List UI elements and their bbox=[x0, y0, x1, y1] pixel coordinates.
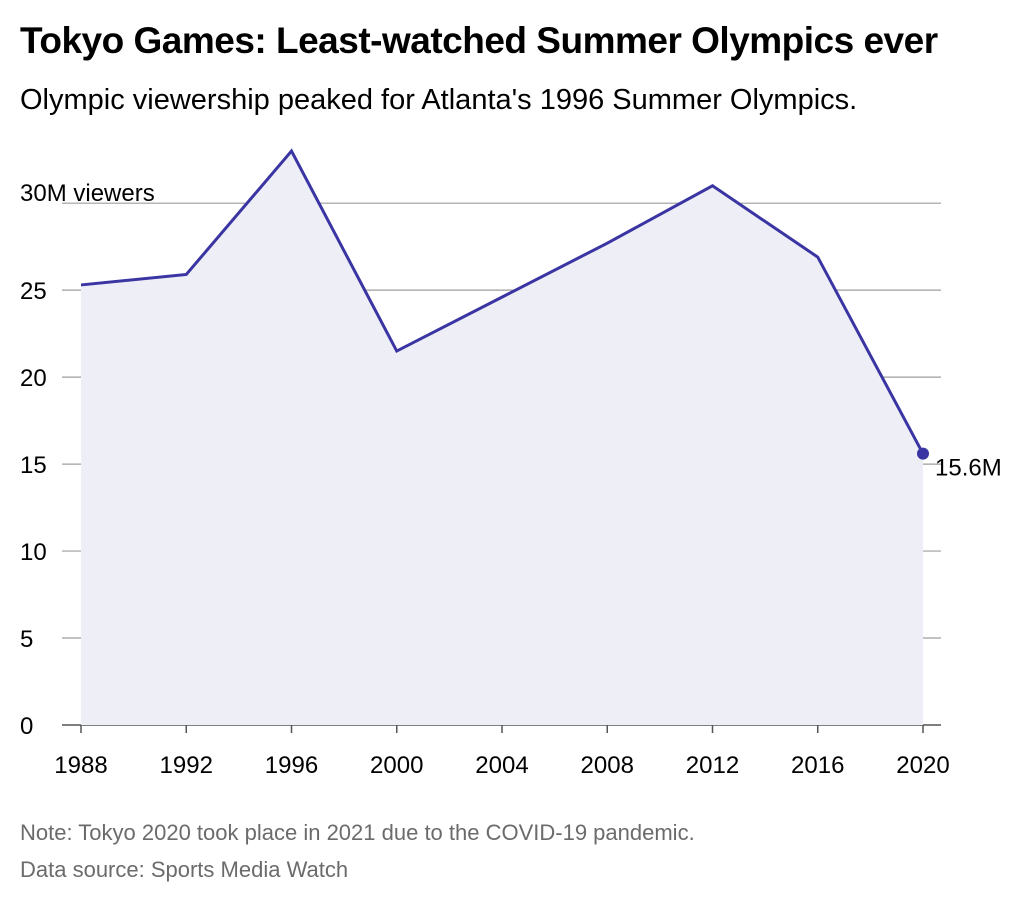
area-fill bbox=[81, 151, 923, 725]
x-tick-label: 2000 bbox=[370, 752, 423, 779]
x-tick-label: 2016 bbox=[791, 752, 844, 779]
series-line bbox=[80, 148, 925, 455]
y-tick-label: 15 bbox=[20, 452, 47, 479]
line-chart: 0 5 10 15 20 25 30M viewers 1988 1992 1996 2000 200… bbox=[20, 148, 1002, 779]
y-tick-label: 25 bbox=[20, 278, 47, 305]
data-label-2020: 15.6M bbox=[935, 455, 1002, 482]
chart-subtitle: Olympic viewership peaked for Atlanta's … bbox=[20, 84, 858, 116]
x-tick-label: 2020 bbox=[896, 752, 949, 779]
chart-note: Note: Tokyo 2020 took place in 2021 due … bbox=[20, 820, 695, 845]
x-tick-label: 1992 bbox=[160, 752, 213, 779]
data-point-2020 bbox=[917, 447, 929, 460]
y-tick-label: 10 bbox=[20, 539, 47, 566]
data-source: Data source: Sports Media Watch bbox=[20, 857, 349, 882]
chart-title: Tokyo Games: Least-watched Summer Olympi… bbox=[20, 20, 938, 61]
x-tick-label: 2008 bbox=[581, 752, 634, 779]
x-tick-label: 1988 bbox=[54, 752, 107, 779]
x-tick-label: 2004 bbox=[475, 752, 528, 779]
x-tick-label: 1996 bbox=[265, 752, 318, 779]
y-tick-label: 0 bbox=[20, 713, 33, 740]
y-tick-label: 30M viewers bbox=[20, 180, 155, 207]
y-tick-label: 20 bbox=[20, 365, 47, 392]
y-tick-label: 5 bbox=[20, 626, 33, 653]
x-tick-label: 2012 bbox=[686, 752, 739, 779]
